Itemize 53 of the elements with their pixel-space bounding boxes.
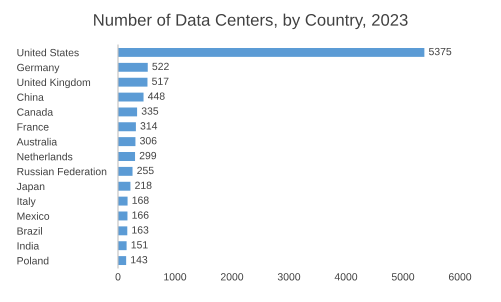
x-tick-label: 5000 — [392, 273, 414, 281]
data-label: 314 — [140, 122, 158, 130]
y-tick-label: France — [17, 123, 49, 131]
bar — [118, 166, 133, 176]
x-tick-label: 6000 — [448, 273, 472, 281]
data-label: 448 — [148, 92, 165, 100]
data-label: 306 — [140, 137, 157, 144]
x-tick-label: 2000 — [220, 273, 244, 281]
x-tick-label: 1000 — [164, 273, 186, 281]
y-tick-label: Brazil — [17, 227, 42, 235]
y-tick-label: United States — [17, 48, 79, 56]
bar — [118, 48, 424, 57]
y-tick-label: Italy — [18, 197, 36, 208]
data-label: 151 — [132, 241, 148, 248]
y-tick-label: Japan — [16, 182, 44, 192]
chart-title: Number of Data Centers, by Country, 2023 — [94, 14, 408, 30]
data-label: 517 — [152, 78, 168, 85]
y-tick-label: Russian Federation — [17, 168, 106, 176]
data-label: 299 — [140, 152, 156, 160]
bar — [118, 212, 128, 220]
y-tick-label: United Kingdom — [17, 78, 90, 88]
x-tick-label: 3000 — [278, 273, 300, 281]
data-label: 335 — [142, 107, 158, 115]
y-tick-label: Netherlands — [17, 152, 72, 160]
data-label: 5375 — [428, 48, 452, 56]
data-label: 143 — [131, 256, 148, 264]
data-label: 522 — [152, 62, 169, 70]
data-label: 168 — [132, 196, 149, 204]
x-tick-label: 0 — [116, 273, 120, 281]
bar — [118, 92, 144, 102]
bar — [118, 122, 136, 132]
y-tick-label: India — [18, 242, 40, 250]
data-label: 218 — [135, 182, 152, 190]
bar — [118, 256, 126, 266]
y-tick-label: Canada — [17, 108, 54, 116]
y-tick-label: Mexico — [17, 212, 50, 220]
bar — [118, 137, 136, 146]
data-label: 166 — [132, 211, 149, 219]
y-tick-label: China — [17, 93, 44, 101]
bar — [118, 196, 128, 206]
data-label: 255 — [137, 166, 154, 174]
y-tick-label: Australia — [16, 138, 58, 146]
bar — [118, 182, 130, 191]
y-tick-label: Poland — [17, 256, 48, 264]
bar — [118, 107, 138, 116]
data-label: 163 — [132, 226, 148, 234]
bar — [118, 226, 128, 236]
bar — [118, 152, 136, 161]
bar — [118, 78, 148, 87]
bar — [118, 241, 127, 250]
bar — [118, 62, 148, 72]
x-tick-label: 4000 — [334, 273, 358, 281]
y-tick-label: Germany — [17, 64, 60, 74]
